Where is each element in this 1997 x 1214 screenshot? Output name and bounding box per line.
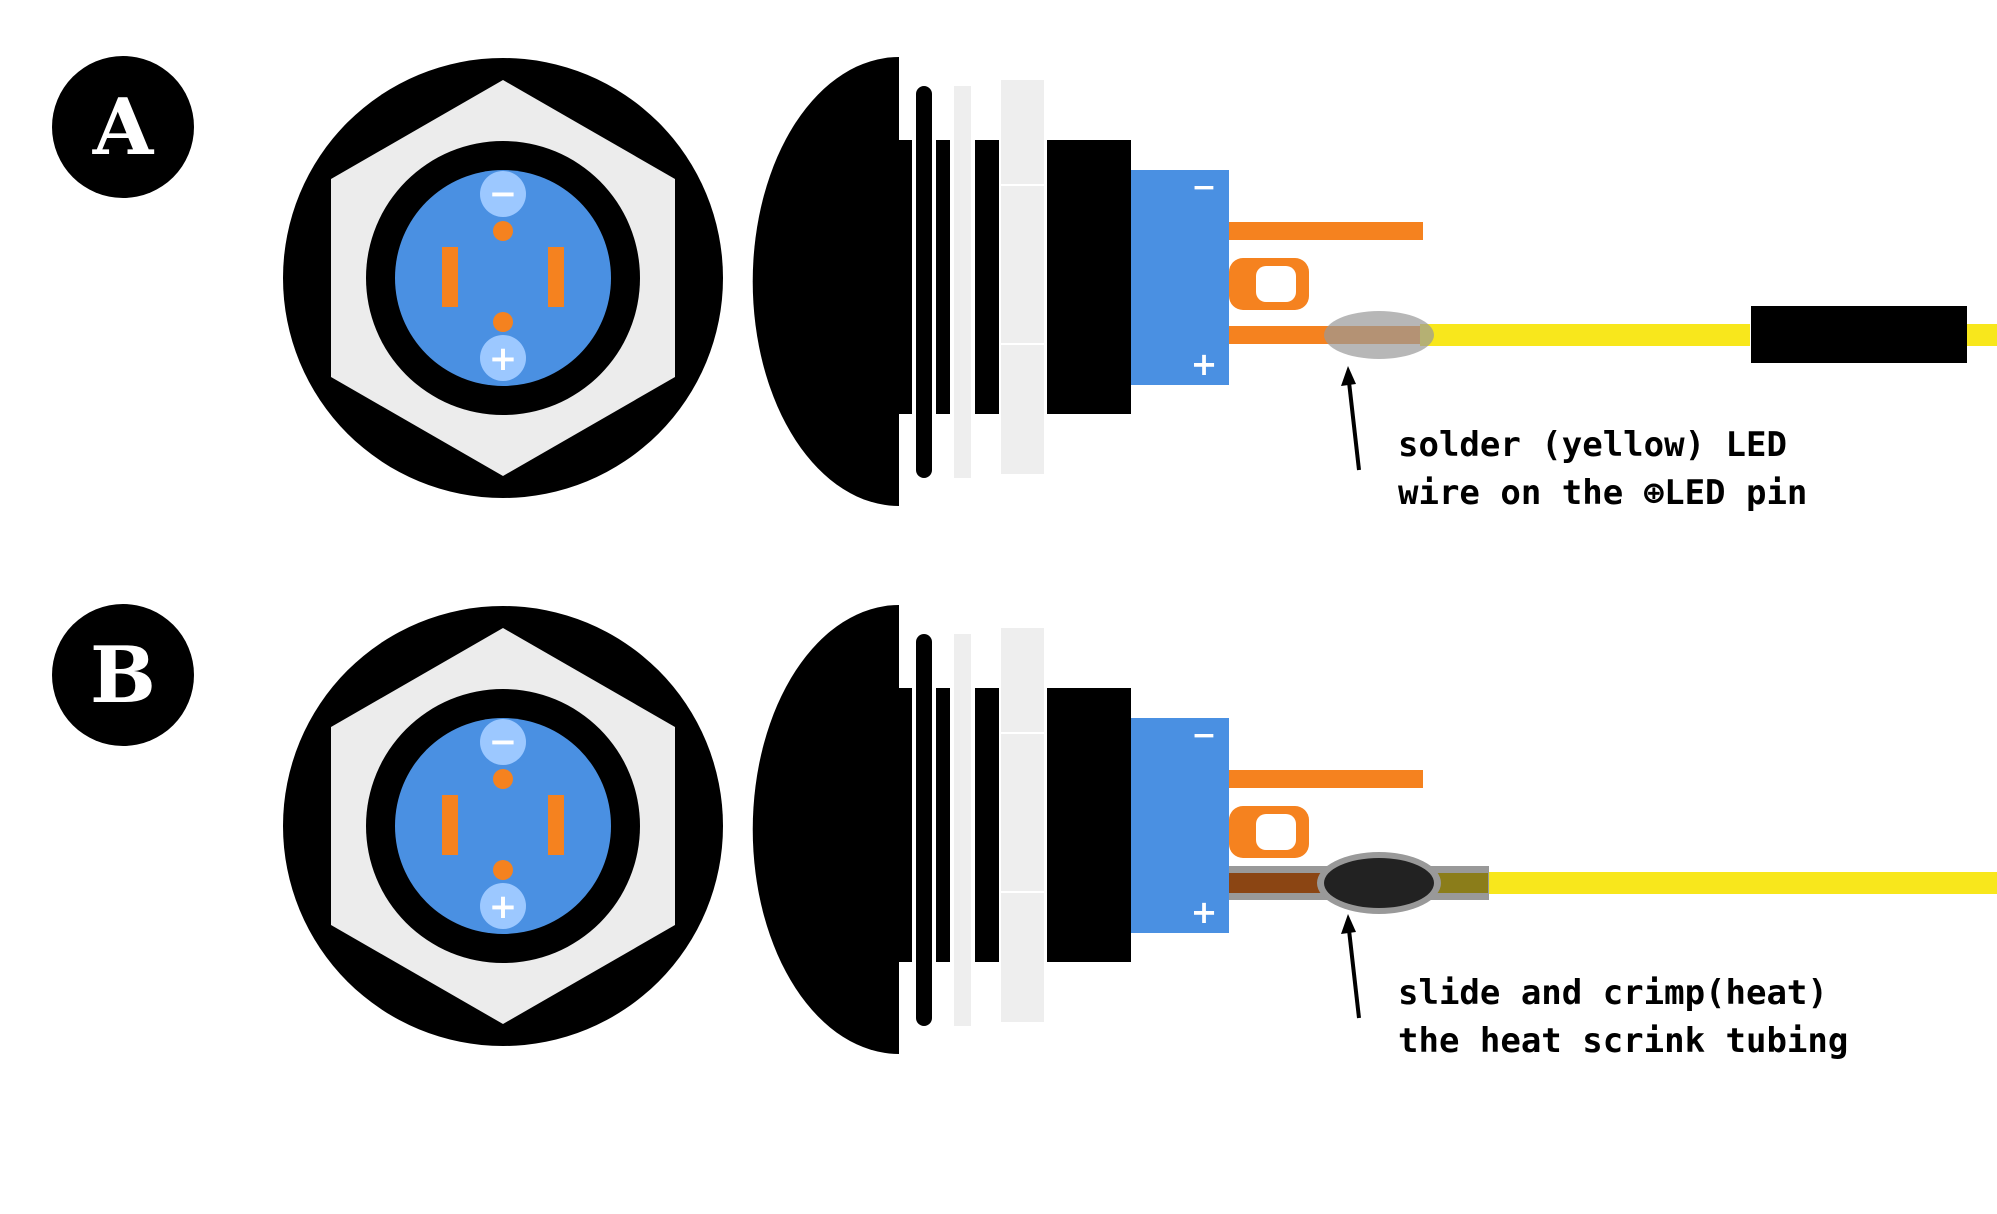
plus-icon: + [1191,893,1218,931]
panel-b-solder-pin [1229,873,1337,893]
panel-a-plus-badge [480,335,526,381]
panel-b-thread-1 [936,688,950,962]
panel-b-minus-badge [480,719,526,765]
minus-icon: − [489,722,518,762]
panel-a-pin-right [548,247,564,307]
panel-b-thread-2 [975,688,999,962]
panel-a-badge-circle [52,56,194,198]
panel-b-body [1047,688,1131,962]
panel-a-thread-2 [975,140,999,414]
panel-b-pin-minus [1229,770,1423,788]
panel-a-side-view: − + [752,57,1997,506]
panel-b-caption-line-2: the heat scrink tubing [1398,1021,1848,1061]
panel-b-dome-cap [752,605,899,1054]
panel-b-side-view: − + [752,605,1997,1054]
panel-a-heat-shrink-tube [1751,306,1967,363]
panel-a-side-nut [1001,80,1044,474]
panel-a-front-view: − + [283,58,723,498]
panel-b-badge-label: B [90,630,156,721]
panel-b-arrow-line [1347,929,1361,1019]
panel-b-pin-dot-bottom [493,860,513,880]
panel-b-pin-switch-hole [1256,814,1296,850]
panel-b-o-ring [916,634,932,1026]
panel-a-stem [898,140,912,414]
panel-a-thread-1 [936,140,950,414]
minus-icon: − [1191,170,1216,205]
panel-a-led-wire-end [1967,324,1997,346]
minus-icon: − [489,174,518,214]
panel-a-led-wire [1420,324,1750,346]
panel-b-plus-badge [480,883,526,929]
panel-a-pin-minus [1229,222,1423,240]
plus-icon: + [1191,345,1218,383]
panel-b-badge-circle [52,604,194,746]
panel-a-dome-cap [752,57,899,506]
panel-b-led-face [395,718,611,934]
panel-b-pin-dot-top [493,769,513,789]
panel-a-badge-label: A [92,82,155,173]
panel-b-tube-bulge [1324,858,1434,908]
panel-a-body [1047,140,1131,414]
panel-a-arrow-line [1347,381,1361,471]
panel-b-led-wire [1489,872,1997,894]
panel-a-pin-left [442,247,458,307]
plus-icon: + [489,887,518,927]
panel-b-stem [898,688,912,962]
panel-a-minus-badge [480,171,526,217]
panel-a-badge: A [52,56,194,198]
panel-a-pin-switch-hole [1256,266,1296,302]
panel-b-badge: B [52,604,194,746]
panel-b-washer [954,634,971,1026]
panel-a-led-face [395,170,611,386]
panel-b-front-view: − + [283,606,723,1046]
panel-a-caption-line-2: wire on the ⊕LED pin [1398,473,1807,513]
panel-b-led-base [1131,718,1229,933]
panel-b: B − + − [52,604,1997,1061]
panel-a-pin-dot-top [493,221,513,241]
plus-icon: + [489,339,518,379]
panel-a-o-ring [916,86,932,478]
panel-b-arrow-head [1341,914,1356,934]
minus-icon: − [1191,718,1216,753]
panel-a-washer [954,86,971,478]
panel-a-arrow-head [1341,366,1356,386]
panel-b-caption-line-1: slide and crimp(heat) [1398,973,1828,1013]
panel-a-led-base [1131,170,1229,385]
panel-a: A − + [52,56,1997,513]
panel-b-pin-right [548,795,564,855]
panel-b-side-nut [1001,628,1044,1022]
panel-b-pin-left [442,795,458,855]
panel-a-pin-dot-bottom [493,312,513,332]
panel-b-tube-wire [1430,873,1488,893]
panel-a-solder-joint [1324,311,1434,359]
panel-a-caption-line-1: solder (yellow) LED [1398,425,1787,465]
